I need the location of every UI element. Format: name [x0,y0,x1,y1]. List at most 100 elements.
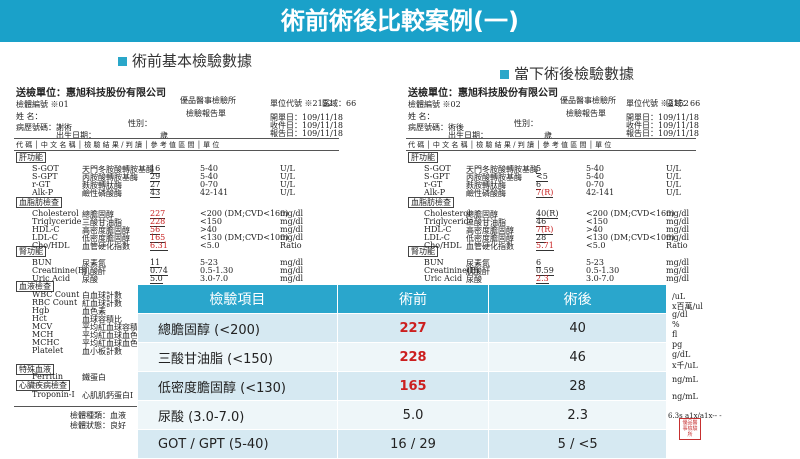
result-value: 16 [150,164,161,174]
result-value: 7(R) [536,188,554,198]
lab-stamp-seal: 優品醫事檢驗所 [679,418,701,440]
result-value: 7(R) [536,225,554,235]
result-reference: <150 [586,217,608,226]
result-unit: mg/dl [280,225,304,234]
section-lipid: 血脂肪檢查 [16,197,62,208]
comparison-row: 三酸甘油脂 (<150) 228 46 [137,342,667,372]
result-reference: <5.0 [586,241,606,250]
result-reference: <200 (DM;CVD<160) [200,209,289,218]
gender-label: 性別： [128,119,152,128]
result-unit: Ratio [666,241,688,250]
comparison-item-cell: 三酸甘油脂 (<150) [137,342,338,372]
result-name: 總膽固醇 [82,210,114,219]
age: 歲 [544,131,552,140]
result-name: 低密度膽固醇 [82,234,130,243]
comparison-after-cell: 5 / <5 [488,429,667,459]
blood-code: Platelet [32,346,64,355]
blood-code: MCV [32,322,53,331]
result-code: Uric Acid [32,274,71,283]
subtitle-after-text: 當下術後檢驗數據 [514,65,635,83]
result-unit: U/L [666,188,681,197]
blood-code: Ferritin [32,372,63,381]
result-code: Alk-P [424,188,446,197]
comparison-before-cell: 227 [336,313,490,343]
result-code: Triglyceride [424,217,474,226]
result-unit: U/L [280,172,295,181]
header-item: 檢驗項目 [137,284,338,314]
result-name: 肌酸酐 [466,267,490,276]
result-value: 5.71 [536,241,554,251]
result-name: 肌酸酐 [82,267,106,276]
result-value: 40(R) [536,209,559,219]
result-code: Creatinine(B) [424,266,479,275]
result-name: 尿酸 [466,275,482,284]
result-reference: <130 (DM;CVD<100) [586,233,675,242]
date-report: 報告日：109/11/18 [270,129,344,138]
result-value: 6 [536,258,542,268]
blood-name: 平均紅血球血色素 [82,331,146,340]
result-code: LDL-C [32,233,58,242]
result-value: 56 [150,225,161,235]
result-unit: mg/dl [280,266,304,275]
comparison-after-cell: 28 [488,371,667,401]
age: 歲 [160,131,168,140]
comparison-row: 低密度膽固醇 (<130) 165 28 [137,371,667,401]
result-reference: 3.0-7.0 [200,274,229,283]
date-recv: 收件日：109/11/18 [626,121,700,130]
result-code: Cho/HDL [32,241,70,250]
blood-code: MCHC [32,338,60,347]
column-header: 代 碼 │ 中 文 名 稱 │ 檢 驗 結 果 / 判 讀 │ 參 考 值 區 … [408,141,612,149]
section-liver: 肝功能 [16,152,46,163]
result-name: 麩胺轉肽酶 [82,181,122,190]
result-name: 天門冬胺酸轉胺基酶 [466,165,538,174]
result-reference: 5-40 [200,172,218,181]
blood-name: 平均紅血球容積 [82,323,138,332]
sender-label: 送檢單位：惠旭科技股份有限公司 [16,88,166,99]
result-name: 三酸甘油脂 [82,218,122,227]
result-code: r-GT [32,180,51,189]
result-code: Cho/HDL [424,241,462,250]
result-reference: >40 [200,225,217,234]
sample-no: 檢體編號 ※02 [408,100,461,109]
result-code: S-GOT [424,164,451,173]
result-unit: mg/dl [666,233,690,242]
result-value: 0.59 [536,266,554,276]
result-code: Cholesterol [32,209,79,218]
result-code: HDL-C [32,225,60,234]
blood-name: 心肌肌鈣蛋白I [82,391,134,400]
result-unit: mg/dl [280,217,304,226]
result-code: Creatinine(B) [32,266,87,275]
result-name: 低密度膽固醇 [466,234,514,243]
result-value: <5 [536,172,548,182]
result-value: 5 [536,164,542,174]
result-code: BUN [32,258,52,267]
divider [14,138,339,139]
comparison-row: 總膽固醇 (<200) 227 40 [137,313,667,343]
side-unit: /uL [672,292,686,301]
title-banner [0,0,800,42]
comparison-item-cell: GOT / GPT (5-40) [137,429,338,459]
footer-code: 6.3s a1x/a1x-- - [668,412,722,420]
section-blood: 血液檢查 [16,281,54,292]
result-name: 尿素氮 [82,259,106,268]
result-unit: U/L [666,180,681,189]
result-unit: U/L [280,188,295,197]
result-reference: <5.0 [200,241,220,250]
blood-name: 平均紅血球血色素濃度 [82,339,162,348]
result-value: 43 [150,188,161,198]
side-unit: g/dl [672,310,688,319]
result-code: S-GPT [424,172,450,181]
footer-specimen: 檢體種類：血液 [70,411,126,420]
result-reference: 5-40 [586,164,604,173]
result-code: BUN [424,258,444,267]
result-code: Cholesterol [424,209,471,218]
result-value: 228 [150,217,166,227]
result-unit: mg/dl [280,274,304,283]
result-reference: <200 (DM;CVD<160) [586,209,675,218]
bullet-square-icon [500,70,509,79]
result-unit: mg/dl [280,258,304,267]
result-reference: <130 (DM;CVD<100) [200,233,289,242]
result-reference: 0.5-1.30 [586,266,620,275]
record-no: 病歷號碼：謝術 [16,123,72,132]
comparison-header-row: 檢驗項目 術前 術後 [137,284,667,314]
